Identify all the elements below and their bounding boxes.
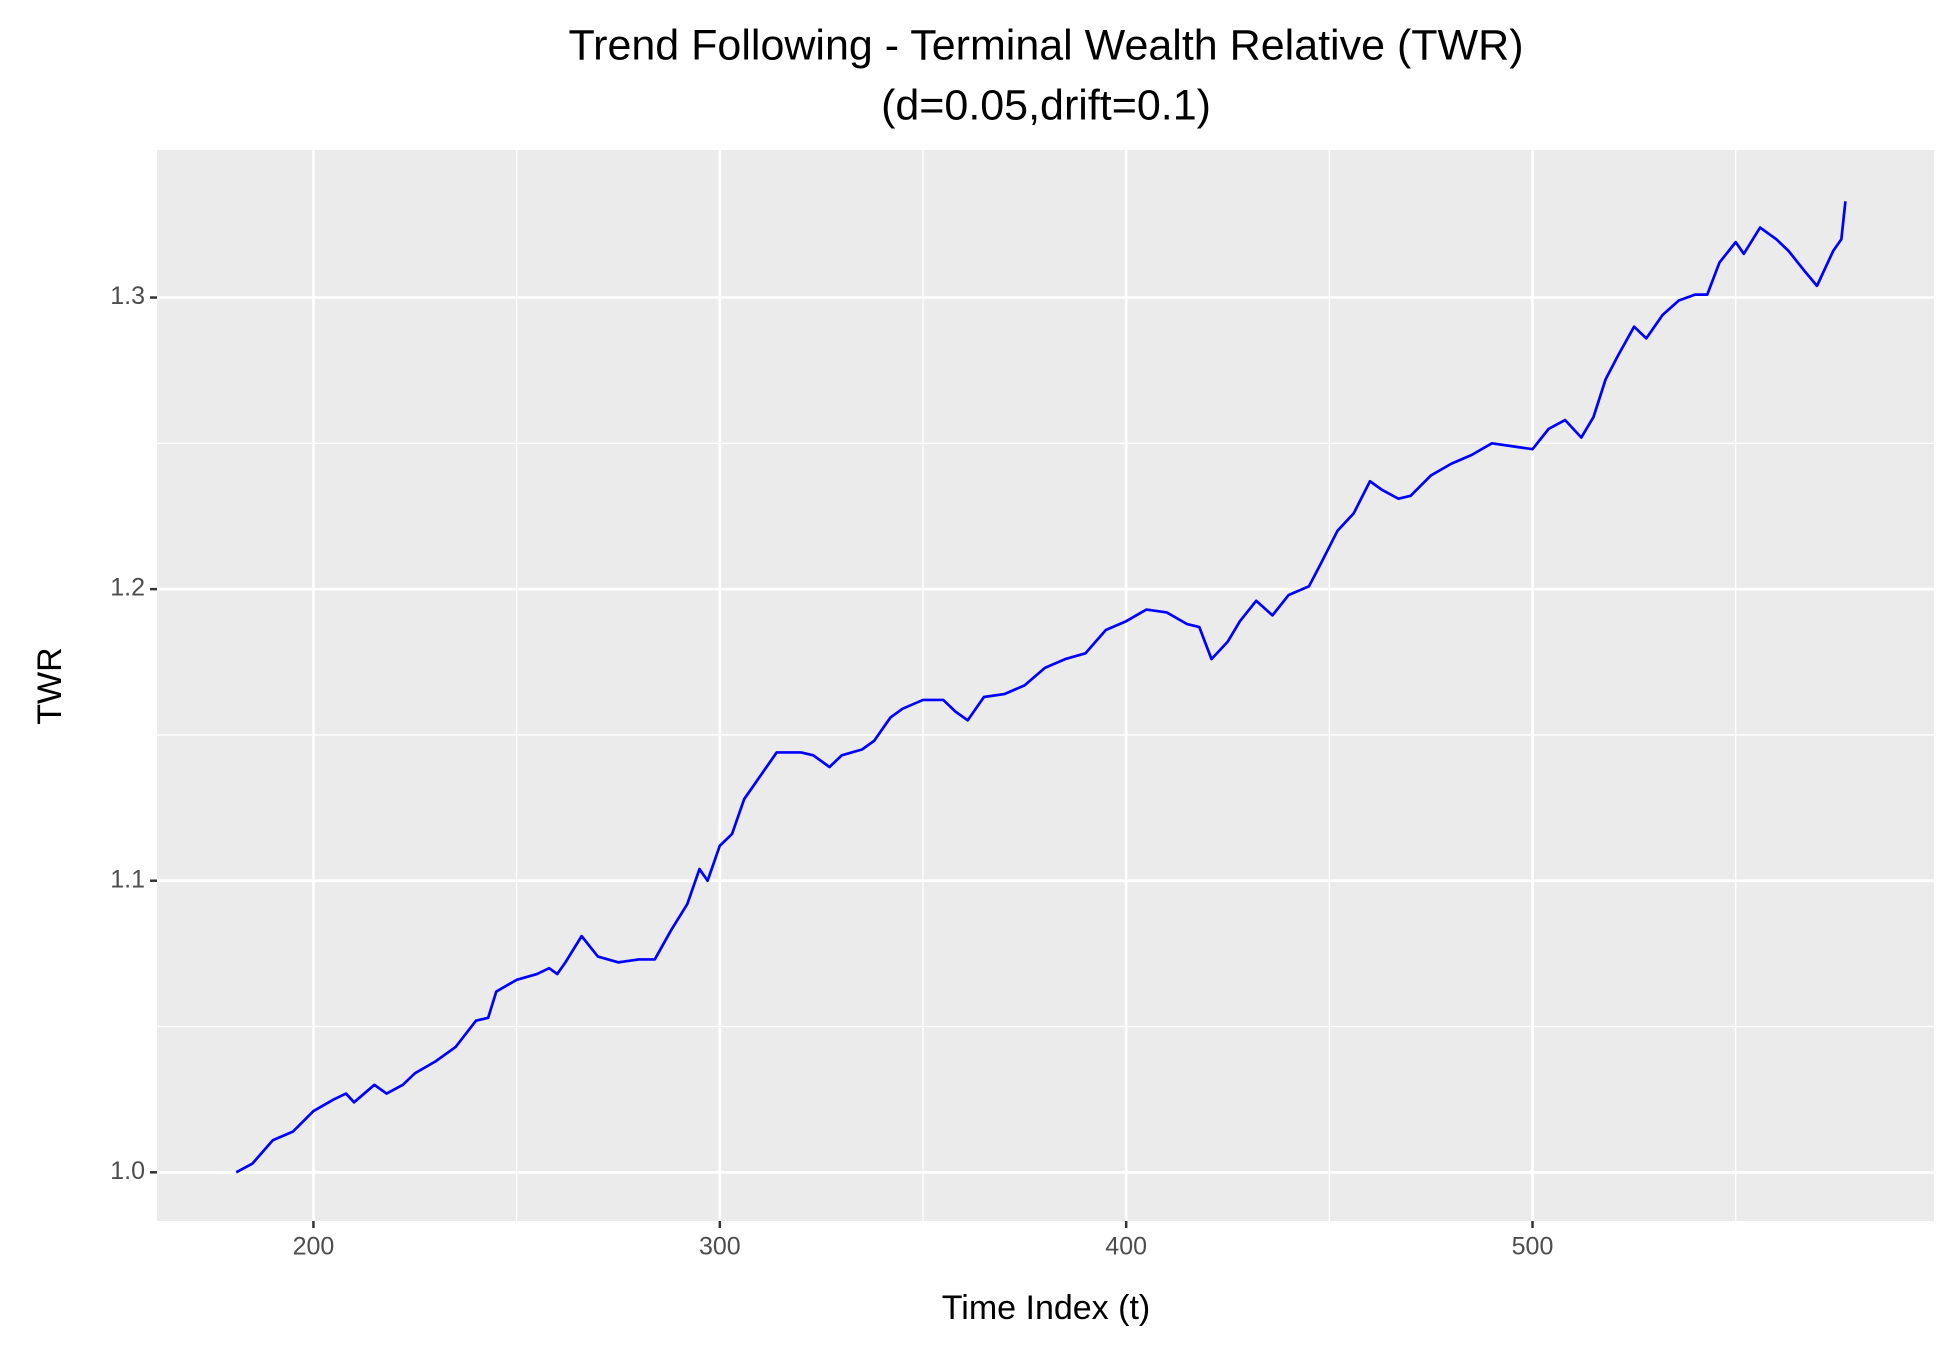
x-tick-label: 400 <box>1105 1233 1147 1261</box>
chart-title: Trend Following - Terminal Wealth Relati… <box>568 21 1523 69</box>
y-axis-title: TWR <box>31 647 69 724</box>
y-tick-label: 1.1 <box>110 865 145 893</box>
y-tick-label: 1.3 <box>110 282 145 310</box>
x-tick-label: 500 <box>1512 1233 1554 1261</box>
x-tick-label: 200 <box>293 1233 335 1261</box>
x-tick-label: 300 <box>699 1233 741 1261</box>
data-line <box>235 201 1847 1174</box>
y-tick-label: 1.0 <box>110 1157 145 1185</box>
x-axis-title: Time Index (t) <box>942 1289 1150 1327</box>
y-tick-label: 1.2 <box>110 574 145 602</box>
chart-subtitle: (d=0.05,drift=0.1) <box>881 81 1211 129</box>
